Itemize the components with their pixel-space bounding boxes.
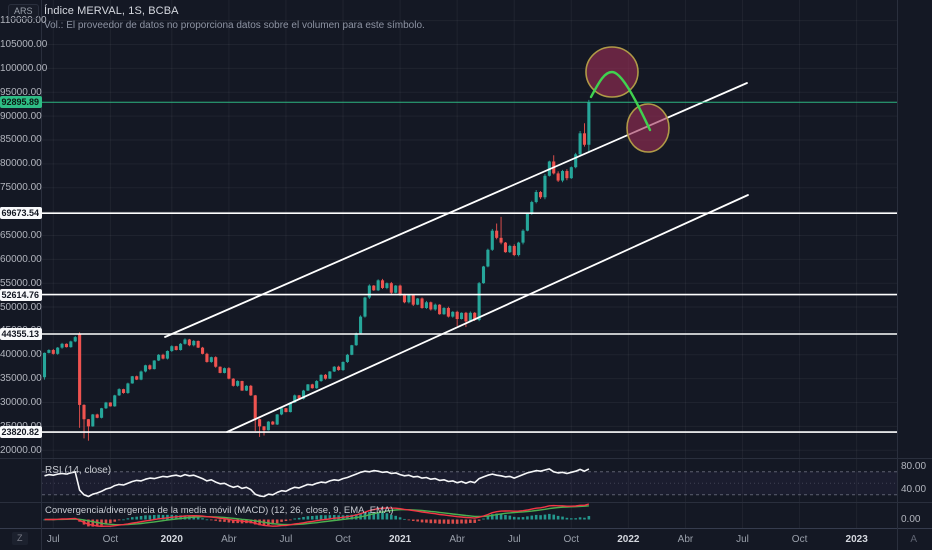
macd-indicator-label[interactable]: Convergencia/divergencia de la media móv… (45, 505, 394, 516)
rsi-indicator-label[interactable]: RSI (14, close) (45, 465, 112, 476)
candlestick-series[interactable] (42, 99, 591, 441)
forecast-annotations[interactable] (585, 46, 670, 153)
horizontal-level-lines[interactable] (42, 212, 897, 433)
currency-button[interactable]: ARS (8, 4, 39, 19)
rsi-guides (42, 471, 897, 496)
timezone-button[interactable]: Z (12, 532, 28, 545)
projection-path[interactable] (589, 70, 652, 132)
rsi-plot[interactable] (44, 468, 590, 498)
macd-plot[interactable] (43, 503, 591, 528)
grid-lines (42, 0, 897, 528)
symbol-title[interactable]: Índice MERVAL, 1S, BCBA (44, 5, 179, 17)
legend: Índice MERVAL, 1S, BCBA Vol.: El proveed… (44, 5, 425, 31)
volume-note: Vol.: El proveedor de datos no proporcio… (44, 20, 425, 31)
